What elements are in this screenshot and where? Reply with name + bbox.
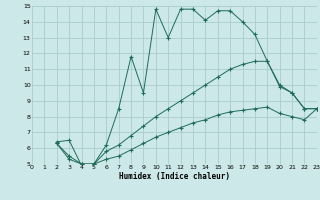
X-axis label: Humidex (Indice chaleur): Humidex (Indice chaleur) xyxy=(119,172,230,181)
